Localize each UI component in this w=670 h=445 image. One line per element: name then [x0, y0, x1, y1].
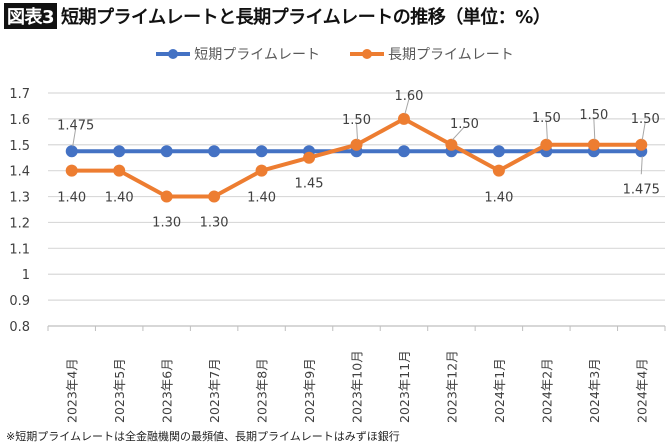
y-tick-label: 1.5: [9, 139, 30, 154]
data-label: 1.40: [484, 191, 513, 206]
x-tick-label: 2024年1月: [492, 358, 507, 423]
figure-badge: 図表3: [4, 3, 58, 29]
data-label: 1.40: [105, 191, 134, 206]
data-point: [160, 190, 173, 203]
data-label: 1.50: [342, 113, 371, 128]
y-tick-label: 1: [22, 268, 30, 283]
title-text: 短期プライムレートと長期プライムレートの推移（単位：%）: [61, 7, 551, 28]
legend: 短期プライムレート 長期プライムレート: [0, 44, 670, 64]
data-label: 1.475: [57, 118, 94, 133]
data-point: [445, 138, 458, 151]
legend-label-short: 短期プライムレート: [194, 47, 320, 63]
leader-line: [593, 117, 596, 140]
data-point: [255, 164, 268, 177]
legend-swatch-long: [350, 49, 384, 59]
data-point: [65, 145, 78, 158]
x-tick-label: 2023年12月: [444, 350, 459, 423]
data-label: 1.45: [295, 177, 324, 192]
data-point: [255, 145, 268, 158]
data-point: [540, 138, 553, 151]
data-point: [587, 138, 600, 151]
data-label: 1.50: [631, 112, 660, 127]
y-tick-label: 1.7: [9, 87, 30, 102]
legend-swatch-short: [156, 49, 191, 59]
leader-line: [404, 98, 410, 115]
data-point: [160, 145, 173, 158]
data-label: 1.30: [200, 216, 229, 231]
y-tick-label: 0.9: [9, 294, 30, 309]
y-tick-label: 1.3: [9, 191, 30, 206]
x-tick-label: 2023年11月: [397, 350, 412, 423]
x-tick-label: 2023年8月: [255, 358, 270, 423]
data-label: 1.40: [247, 191, 276, 206]
legend-item-long: 長期プライムレート: [350, 44, 514, 64]
x-tick-label: 2023年4月: [65, 358, 80, 423]
y-tick-label: 1.6: [9, 113, 30, 128]
data-point: [397, 112, 410, 125]
data-point: [113, 145, 126, 158]
leader-line: [72, 128, 77, 147]
data-point: [397, 145, 410, 158]
leader-line: [640, 156, 643, 175]
y-tick-label: 1.1: [9, 242, 30, 257]
x-tick-label: 2024年4月: [634, 358, 649, 423]
data-label: 1.60: [394, 89, 423, 104]
data-label: 1.50: [532, 111, 561, 126]
y-tick-label: 1.4: [9, 165, 30, 180]
legend-item-short: 短期プライムレート: [156, 44, 320, 64]
footnote: ※短期プライムレートは全金融機関の最頻値、長期プライムレートはみずほ銀行: [6, 430, 400, 443]
leader-line: [452, 126, 465, 141]
data-label: 1.50: [579, 108, 608, 123]
data-point: [303, 151, 316, 164]
data-label: 1.50: [450, 117, 479, 132]
data-point: [635, 138, 648, 151]
x-tick-label: 2023年5月: [112, 358, 127, 423]
leader-line: [641, 121, 646, 140]
data-point: [65, 164, 78, 177]
leader-line: [356, 122, 358, 140]
data-label: 1.40: [57, 191, 86, 206]
x-tick-label: 2023年10月: [350, 350, 365, 423]
x-tick-label: 2023年6月: [160, 358, 175, 423]
data-point: [113, 164, 126, 177]
data-point: [208, 190, 221, 203]
x-tick-label: 2023年7月: [207, 358, 222, 423]
data-label: 1.475: [623, 182, 660, 197]
leader-line: [545, 120, 548, 140]
y-tick-label: 0.8: [9, 320, 30, 335]
data-point: [208, 145, 221, 158]
x-tick-label: 2024年2月: [539, 358, 554, 423]
legend-label-long: 長期プライムレート: [388, 47, 514, 63]
x-tick-label: 2024年3月: [587, 358, 602, 423]
data-point: [492, 145, 505, 158]
chart-title: 図表3 短期プライムレートと長期プライムレートの推移（単位：%）: [4, 3, 551, 29]
data-point: [350, 138, 363, 151]
data-point: [492, 164, 505, 177]
x-tick-label: 2023年9月: [302, 358, 317, 423]
data-label: 1.30: [152, 216, 181, 231]
y-tick-label: 1.2: [9, 216, 30, 231]
